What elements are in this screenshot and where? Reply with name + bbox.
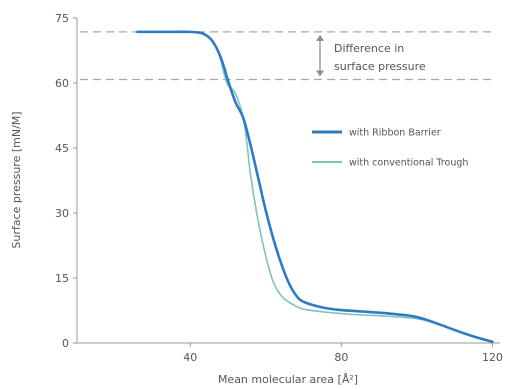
y-tick-label: 60 [55, 77, 69, 90]
y-axis-label: Surface pressure [mN/M] [10, 111, 23, 248]
legend: with Ribbon Barrier with conventional Tro… [312, 128, 468, 169]
chart-axes [76, 18, 500, 344]
x-tick-label: 80 [334, 351, 348, 364]
arrow-head-down [316, 70, 324, 77]
series-line-1 [136, 30, 494, 343]
y-tick-label: 0 [62, 337, 69, 350]
annotation-text: Difference in [334, 42, 404, 55]
ticks: 0 15 30 45 60 75 40 80 120 [55, 12, 503, 364]
arrow-head-up [316, 34, 324, 41]
x-tick-label: 120 [482, 351, 503, 364]
series-layer [136, 30, 494, 343]
y-tick-label: 30 [55, 207, 69, 220]
reference-lines [80, 31, 494, 81]
annotation-text: surface pressure [334, 60, 426, 73]
legend-label: with conventional Trough [349, 158, 468, 169]
series-line-2 [136, 30, 494, 343]
difference-annotation: Difference in surface pressure [316, 34, 426, 77]
x-tick-label: 40 [183, 351, 197, 364]
y-tick-label: 45 [55, 142, 69, 155]
x-axis-label: Mean molecular area [Å²] [218, 373, 358, 386]
y-tick-label: 75 [55, 12, 69, 25]
legend-label: with Ribbon Barrier [349, 128, 441, 139]
y-tick-label: 15 [55, 272, 69, 285]
